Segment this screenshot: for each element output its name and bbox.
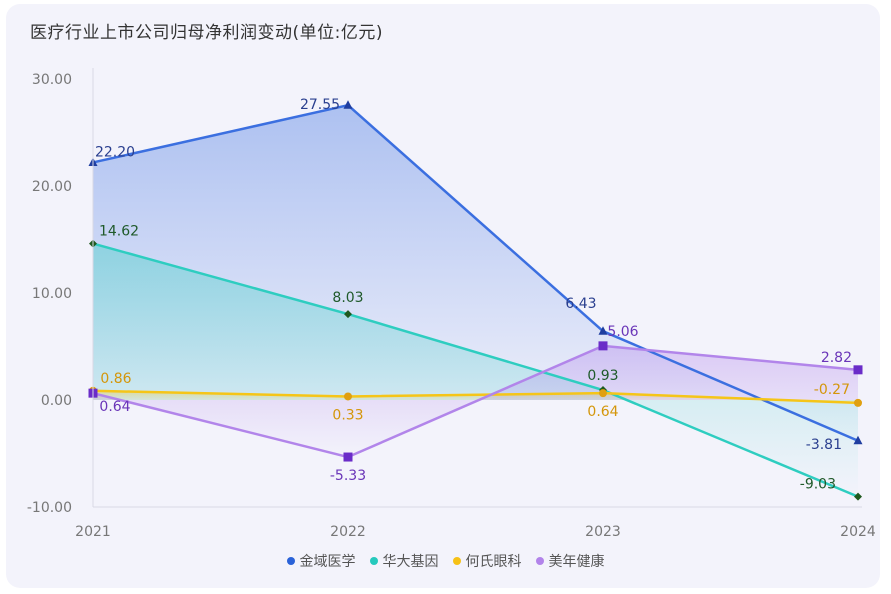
- legend-label: 金域医学: [299, 554, 356, 570]
- y-tick-label: 0.00: [41, 393, 72, 409]
- y-tick-label: 30.00: [32, 72, 72, 88]
- chart-title: 医疗行业上市公司归母净利润变动(单位:亿元): [30, 23, 383, 43]
- data-point-marker[interactable]: [854, 398, 862, 407]
- data-label: 0.93: [587, 368, 618, 384]
- data-label: 0.33: [332, 407, 363, 423]
- data-point-marker[interactable]: [853, 365, 863, 375]
- data-label: -9.03: [800, 477, 836, 493]
- data-label: 22.20: [95, 144, 135, 160]
- data-point-marker[interactable]: [598, 341, 608, 351]
- legend-marker-icon: [452, 557, 461, 565]
- data-point-marker[interactable]: [853, 435, 863, 445]
- data-point-marker[interactable]: [344, 310, 352, 319]
- legend-label: 美年健康: [548, 554, 605, 570]
- data-label: -5.33: [330, 468, 366, 484]
- y-tick-label: 10.00: [32, 286, 72, 302]
- data-label: 0.64: [99, 399, 130, 415]
- data-label: 6.43: [565, 296, 596, 312]
- series-line-1[interactable]: [92, 242, 859, 498]
- data-label: -0.27: [814, 382, 850, 398]
- legend-item[interactable]: 何氏眼科: [452, 551, 522, 571]
- chart-legend: 金域医学 华大基因 何氏眼科 美年健康: [0, 551, 891, 571]
- data-label: 2.82: [821, 350, 852, 366]
- x-tick-label: 2023: [585, 524, 621, 540]
- legend-item[interactable]: 金域医学: [286, 551, 356, 571]
- series-line-2[interactable]: [92, 389, 859, 405]
- x-tick-label: 2022: [330, 524, 366, 540]
- data-label: -3.81: [806, 437, 842, 453]
- data-label: 8.03: [332, 290, 363, 306]
- x-tick-label: 2024: [840, 524, 876, 540]
- x-tick-label: 2021: [75, 524, 111, 540]
- legend-item[interactable]: 华大基因: [369, 551, 439, 571]
- legend-marker-icon: [369, 557, 378, 565]
- series-line-3[interactable]: [92, 344, 859, 459]
- data-label: 0.64: [587, 404, 618, 420]
- series-line-0[interactable]: [92, 103, 859, 442]
- data-label: 14.62: [99, 224, 139, 240]
- data-label: 5.06: [607, 324, 638, 340]
- series-area-1: [93, 243, 858, 497]
- legend-marker-icon: [535, 557, 544, 565]
- data-point-marker[interactable]: [343, 100, 353, 109]
- data-point-marker[interactable]: [854, 492, 862, 501]
- data-label: 27.55: [300, 97, 340, 113]
- data-point-marker[interactable]: [599, 389, 607, 398]
- y-tick-label: 20.00: [32, 179, 72, 195]
- data-point-marker[interactable]: [344, 392, 352, 401]
- legend-label: 何氏眼科: [465, 554, 522, 570]
- data-point-marker[interactable]: [343, 452, 353, 462]
- data-point-marker[interactable]: [598, 326, 608, 335]
- legend-label: 华大基因: [382, 554, 439, 570]
- legend-marker-icon: [286, 557, 295, 565]
- series-area-3: [93, 345, 858, 458]
- data-label: 0.86: [100, 371, 131, 387]
- legend-item[interactable]: 美年健康: [535, 551, 605, 571]
- y-tick-label: -10.00: [27, 500, 72, 516]
